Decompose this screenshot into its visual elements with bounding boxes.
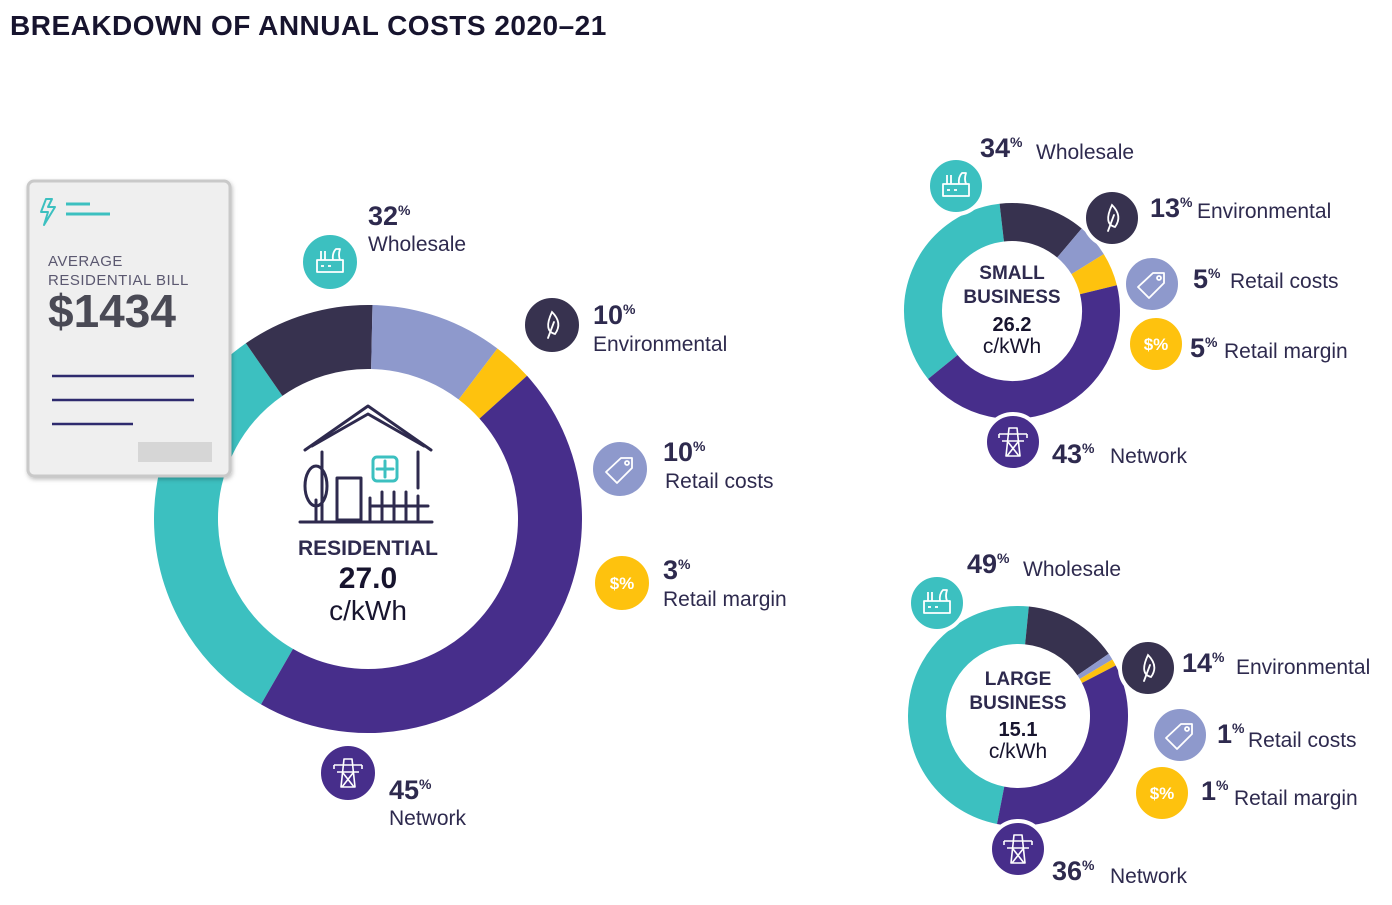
residential-dollar-percent-icon: $% (591, 552, 653, 614)
large-business-environmental-percent: 14% (1182, 648, 1225, 678)
page-title: BREAKDOWN OF ANNUAL COSTS 2020–21 (10, 10, 607, 41)
large-business-wholesale-percent: 49% (967, 549, 1010, 579)
small-business-power-pylon-icon (983, 412, 1043, 472)
small-business-retail-margin-segment (1071, 254, 1117, 295)
bill-amount: $1434 (48, 285, 176, 337)
large-business-retail-margin-segment (1079, 659, 1116, 684)
large-business-retail-costs-segment (1077, 653, 1113, 680)
large-business-price-tag-icon (1150, 705, 1210, 765)
large-business-retail-margin-percent: 1% (1201, 776, 1229, 806)
large-business-network-percent: 36% (1052, 856, 1095, 886)
small-business-center-value: 26.2 (993, 314, 1032, 336)
small-business-network-segment (928, 285, 1120, 419)
residential-wholesale-label: Wholesale (368, 233, 466, 256)
large-business-center-unit: c/kWh (989, 740, 1047, 763)
large-business-power-pylon-icon (988, 819, 1048, 879)
large-business-wholesale-label: Wholesale (1023, 558, 1121, 581)
residential-network-label: Network (389, 807, 467, 830)
large-business-center-value: 15.1 (999, 719, 1038, 741)
large-business-retail-costs-label: Retail costs (1248, 729, 1357, 752)
large-business-environmental-segment (1024, 606, 1109, 676)
house-icon (298, 404, 434, 524)
small-business-center-name-1: SMALL (979, 263, 1045, 284)
residential-retail-costs-label: Retail costs (665, 470, 774, 493)
residential-environmental-segment (245, 305, 373, 397)
residential-retail-margin-label: Retail margin (663, 588, 787, 611)
small-business-price-tag-icon (1122, 254, 1182, 314)
small-business-retail-margin-label: Retail margin (1224, 340, 1348, 363)
dollar-percent-glyph: $% (610, 574, 635, 593)
large-business-dollar-percent-icon: $% (1132, 763, 1192, 823)
residential-retail-margin-segment (458, 348, 528, 420)
small-business-leaf-icon (1082, 188, 1142, 248)
residential-price-tag-icon (589, 438, 651, 500)
bill-label-line2: RESIDENTIAL BILL (48, 272, 189, 289)
small-business-environmental-label: Environmental (1197, 200, 1331, 223)
large-business-environmental-label: Environmental (1236, 656, 1370, 679)
residential-wholesale-percent: 32% (368, 201, 411, 231)
residential-environmental-label: Environmental (593, 333, 727, 356)
residential-network-segment (261, 375, 582, 733)
small-business-wholesale-label: Wholesale (1036, 141, 1134, 164)
small-business-retail-costs-label: Retail costs (1230, 270, 1339, 293)
large-business-network-segment (997, 665, 1128, 826)
dollar-percent-glyph: $% (1150, 784, 1175, 803)
dollar-percent-glyph: $% (1144, 335, 1169, 354)
small-business-environmental-segment (999, 203, 1082, 258)
residential-center-unit: c/kWh (329, 595, 407, 626)
small-business-retail-costs-percent: 5% (1193, 264, 1221, 294)
residential-bill-card: AVERAGE RESIDENTIAL BILL $1434 (26, 179, 232, 478)
large-business-wholesale-segment (908, 606, 1029, 824)
small-business-factory-icon (926, 156, 986, 216)
residential-environmental-percent: 10% (593, 300, 636, 330)
residential-center-value: 27.0 (339, 562, 397, 595)
residential-network-percent: 45% (389, 775, 432, 805)
residential-retail-margin-percent: 3% (663, 555, 691, 585)
small-business-dollar-percent-icon: $% (1126, 314, 1186, 374)
residential-retail-costs-percent: 10% (663, 437, 706, 467)
residential-retail-costs-segment (370, 305, 498, 400)
large-business-network-label: Network (1110, 865, 1188, 888)
residential-factory-icon (299, 231, 361, 293)
large-business-factory-icon (907, 573, 967, 633)
small-business-retail-costs-segment (1056, 228, 1104, 275)
small-business-wholesale-segment (904, 203, 1005, 379)
small-business-wholesale-percent: 34% (980, 133, 1023, 163)
large-business-retail-margin-label: Retail margin (1234, 787, 1358, 810)
bill-label-line1: AVERAGE (48, 253, 123, 270)
small-business-environmental-percent: 13% (1150, 193, 1193, 223)
small-business-center-unit: c/kWh (983, 335, 1041, 358)
residential-power-pylon-icon (317, 742, 379, 804)
large-business-center-name-1: LARGE (985, 669, 1052, 690)
small-business-center-name-2: BUSINESS (963, 287, 1060, 308)
small-business-network-percent: 43% (1052, 439, 1095, 469)
lightning-icon (40, 198, 56, 226)
small-business-retail-margin-percent: 5% (1190, 333, 1218, 363)
large-business-retail-costs-percent: 1% (1217, 719, 1245, 749)
large-business-center-name-2: BUSINESS (969, 693, 1066, 714)
small-business-network-label: Network (1110, 445, 1188, 468)
residential-leaf-icon (521, 294, 583, 356)
large-business-leaf-icon (1118, 638, 1178, 698)
residential-center-name: RESIDENTIAL (298, 537, 438, 560)
